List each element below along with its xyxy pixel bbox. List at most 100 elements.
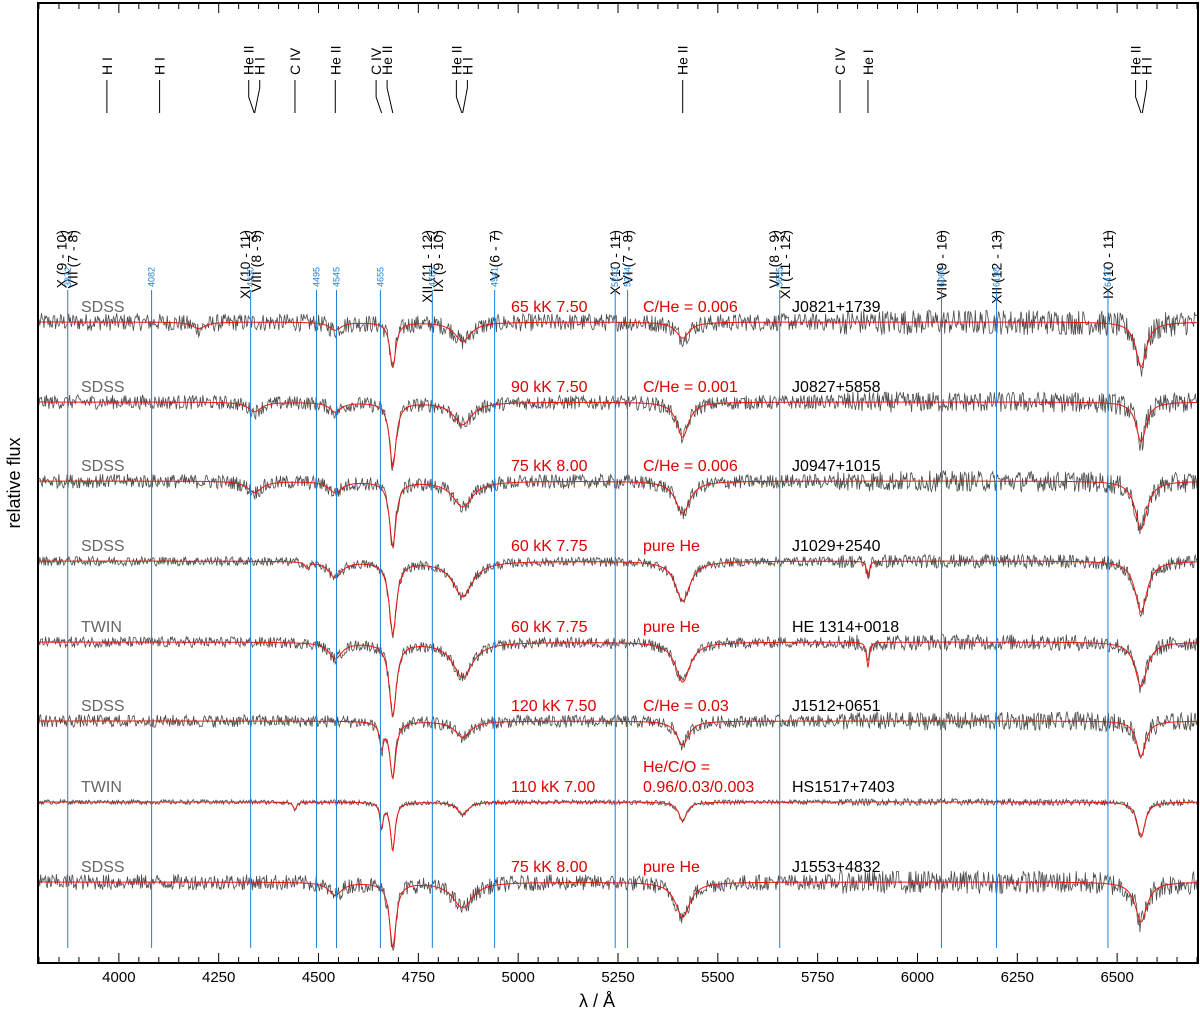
spectrum-source: SDSS xyxy=(81,458,125,475)
model-parameters: 65 kK 7.50 xyxy=(511,299,588,316)
x-axis-title: λ / Å xyxy=(579,991,615,1011)
model-spectrum xyxy=(39,720,1197,780)
marker-label: 4545 xyxy=(331,267,341,287)
composition-label: C/He = 0.006 xyxy=(643,458,738,475)
composition-label: 0.96/0.03/0.003 xyxy=(643,779,754,796)
uhe-id-label: IX (9 - 10) xyxy=(430,230,446,292)
x-tick-label: 6250 xyxy=(1001,969,1034,986)
marker-label: 6477 xyxy=(1103,267,1113,287)
uhe-id-label: X (10 - 11) xyxy=(607,230,623,295)
line-id-label: H I xyxy=(152,57,168,75)
marker-label: 4082 xyxy=(147,267,157,287)
x-tick-label: 5250 xyxy=(601,969,634,986)
model-parameters: 75 kK 8.00 xyxy=(511,458,588,475)
line-id-tick xyxy=(375,80,383,114)
uhe-id-label: XI (11 - 12) xyxy=(777,230,793,299)
model-parameters: 60 kK 7.75 xyxy=(511,538,588,555)
marker-label: 4495 xyxy=(312,267,322,287)
line-id-label: H I xyxy=(252,57,268,75)
marker-label: 5655 xyxy=(775,267,785,287)
object-name: J1553+4832 xyxy=(792,859,881,876)
spectra-group xyxy=(38,309,1198,952)
model-spectrum xyxy=(39,641,1197,717)
spectrum-source: SDSS xyxy=(81,538,125,555)
uhe-id-tick xyxy=(251,231,257,241)
model-parameters: 60 kK 7.75 xyxy=(511,619,588,636)
uhe-identifications: X (9 - 10)VII (7 - 8) XI (10 - 11)VIII (8… xyxy=(53,230,1116,304)
x-tick-label: 6500 xyxy=(1100,969,1133,986)
spectrum-source: SDSS xyxy=(81,379,125,396)
model-spectrum xyxy=(39,321,1197,369)
x-tick-label: 5500 xyxy=(701,969,734,986)
uhe-id-label: X (9 - 10) xyxy=(53,230,69,288)
marker-label: 5274 xyxy=(623,267,633,287)
uhe-id-label: IX (10 - 11) xyxy=(1100,230,1116,299)
spectrum-labels: SDSS 65 kK 7.50 C/He = 0.006 J0821+1739 SDSS… xyxy=(81,299,899,876)
observed-spectrum xyxy=(38,391,1198,471)
line-id-tick xyxy=(248,80,255,114)
x-tick-label: 5000 xyxy=(501,969,534,986)
object-name: HE 1314+0018 xyxy=(792,619,899,636)
marker-label: 6060 xyxy=(936,267,946,287)
line-id-label: He II xyxy=(675,45,691,75)
marker-label: 3872 xyxy=(63,267,73,287)
marker-label: 4941 xyxy=(490,267,500,287)
marker-label: 6198 xyxy=(992,267,1002,287)
uhe-id-tick xyxy=(434,231,439,241)
observed-spectrum xyxy=(38,869,1198,952)
line-id-label: C IV xyxy=(368,47,384,75)
x-tick-label: 4000 xyxy=(102,969,135,986)
line-id-label: H I xyxy=(459,57,475,75)
model-spectrum xyxy=(39,401,1197,468)
x-tick-label: 4750 xyxy=(402,969,435,986)
x-axis: 4000 4250 4500 4750 5000 5250 5500 5750 6000 6250… xyxy=(38,4,1198,986)
marker-label: 4655 xyxy=(375,267,385,287)
uhe-id-label: XII (11 - 12) xyxy=(419,230,435,303)
x-tick-label: 4250 xyxy=(202,969,235,986)
line-id-label: He II xyxy=(1128,45,1144,75)
model-spectrum xyxy=(39,560,1197,636)
line-id-tick xyxy=(462,80,468,114)
uhe-id-label: VII (8 - 9) xyxy=(766,230,782,288)
spectrum-source: TWIN xyxy=(81,779,122,796)
composition-label: pure He xyxy=(643,538,700,555)
uhe-id-label: VIII (8 - 9) xyxy=(248,230,264,292)
line-id-label: He II xyxy=(379,45,395,75)
spectrum-source: SDSS xyxy=(81,859,125,876)
line-id-label: He II xyxy=(448,45,464,75)
uhe-id-label: V (6 - 7) xyxy=(487,230,503,281)
uhe-id-tick xyxy=(773,231,780,241)
object-name: HS1517+7403 xyxy=(792,779,895,796)
uhe-id-tick xyxy=(68,231,73,241)
line-id-tick xyxy=(455,80,463,114)
observed-spectrum xyxy=(38,797,1198,852)
observed-spectrum xyxy=(38,469,1198,549)
spectrum-source: SDSS xyxy=(81,698,125,715)
observed-spectrum xyxy=(38,553,1198,639)
line-id-tick xyxy=(1141,80,1148,114)
composition-label: He/C/O = xyxy=(643,759,710,776)
wavelength-markers: 3872 4082 4330 4495 4545 4655 4785 4941 5243 5274… xyxy=(63,267,1113,948)
line-id-label: He II xyxy=(327,45,343,75)
x-tick-label: 4500 xyxy=(302,969,335,986)
model-spectrum xyxy=(39,480,1197,548)
line-id-tick xyxy=(254,80,261,114)
marker-label: 4330 xyxy=(246,267,256,287)
model-parameters: 120 kK 7.50 xyxy=(511,698,597,715)
composition-label: C/He = 0.006 xyxy=(643,299,738,316)
line-id-label: He II xyxy=(241,45,257,75)
marker-label: 5243 xyxy=(610,267,620,287)
line-id-label: H I xyxy=(1139,57,1155,75)
object-name: J1029+2540 xyxy=(792,538,881,555)
marker-label: 4785 xyxy=(427,267,437,287)
line-id-tick xyxy=(1135,80,1142,114)
composition-label: C/He = 0.001 xyxy=(643,379,738,396)
object-name: J1512+0651 xyxy=(792,698,881,715)
spectrum-source: SDSS xyxy=(81,299,125,316)
uhe-id-label: XII (12 - 13) xyxy=(989,230,1005,304)
uhe-id-label: XI (10 - 11) xyxy=(237,230,253,299)
uhe-id-tick xyxy=(426,231,432,241)
uhe-id-tick xyxy=(244,231,251,241)
